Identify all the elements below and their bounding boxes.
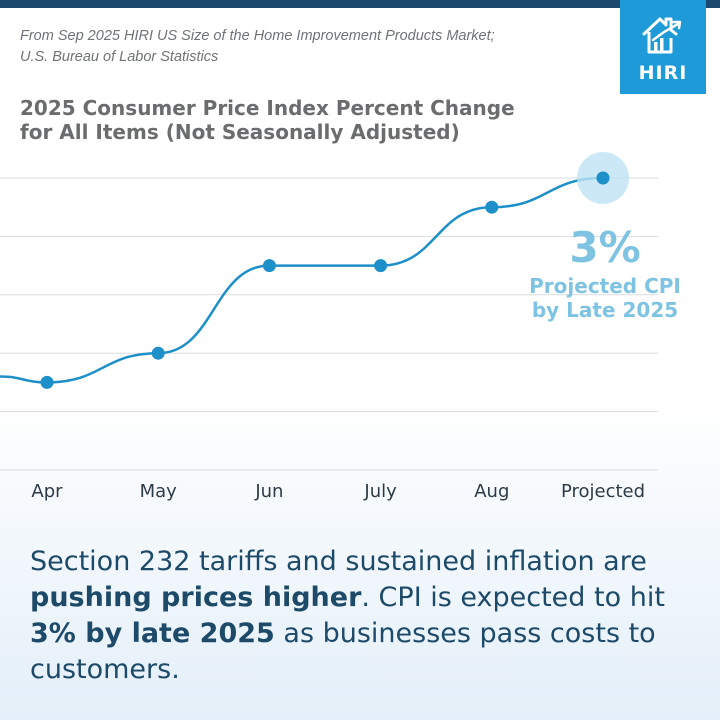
source-citation: From Sep 2025 HIRI US Size of the Home I… (20, 26, 600, 68)
cpi-line-chart: Apr May Jun July Aug Projected (0, 152, 658, 502)
source-line-1: From Sep 2025 HIRI US Size of the Home I… (20, 28, 495, 44)
source-line-2: U.S. Bureau of Labor Statistics (20, 49, 219, 65)
data-point-apr (40, 375, 54, 389)
data-point-aug (485, 200, 499, 214)
chart-title-line-2: for All Items (Not Seasonally Adjusted) (20, 120, 460, 144)
x-tick-label-projected: Projected (561, 481, 645, 502)
summary-part-1: Section 232 tariffs and sustained inflat… (30, 546, 647, 577)
data-points (40, 152, 629, 389)
x-tick-label-may: May (140, 481, 178, 502)
data-point-july (374, 259, 388, 273)
summary-part-3: as businesses pass costs to customers. (30, 618, 656, 685)
chart-title-line-1: 2025 Consumer Price Index Percent Change (20, 96, 515, 120)
projected-value: 3% (569, 223, 641, 272)
top-accent-bar (0, 0, 720, 8)
x-tick-label-jun: Jun (254, 481, 283, 502)
x-axis-ticks: Apr May Jun July Aug Projected (31, 481, 645, 502)
data-point-projected (596, 171, 610, 185)
hiri-logo[interactable]: HIRI (620, 0, 706, 94)
x-tick-label-apr: Apr (31, 481, 63, 502)
summary-part-2: . CPI is expected to hit (361, 582, 665, 613)
summary-bold-1: pushing prices higher (30, 582, 362, 613)
chart-title: 2025 Consumer Price Index Percent Change… (20, 96, 600, 144)
summary-bold-2: 3% by late 2025 (30, 618, 275, 649)
logo-text: HIRI (638, 62, 688, 84)
projected-label: Projected CPI by Late 2025 (505, 274, 705, 322)
house-chart-icon (642, 17, 682, 54)
projected-callout: 3% Projected CPI by Late 2025 (505, 222, 705, 322)
x-tick-label-july: July (363, 481, 397, 502)
x-tick-label-aug: Aug (474, 481, 509, 502)
data-point-may (151, 346, 165, 360)
projected-label-line-2: by Late 2025 (531, 298, 679, 322)
summary-text: Section 232 tariffs and sustained inflat… (30, 544, 710, 688)
projected-label-line-1: Projected CPI (529, 274, 681, 298)
data-point-jun (262, 259, 276, 273)
chart-grid (0, 177, 658, 471)
